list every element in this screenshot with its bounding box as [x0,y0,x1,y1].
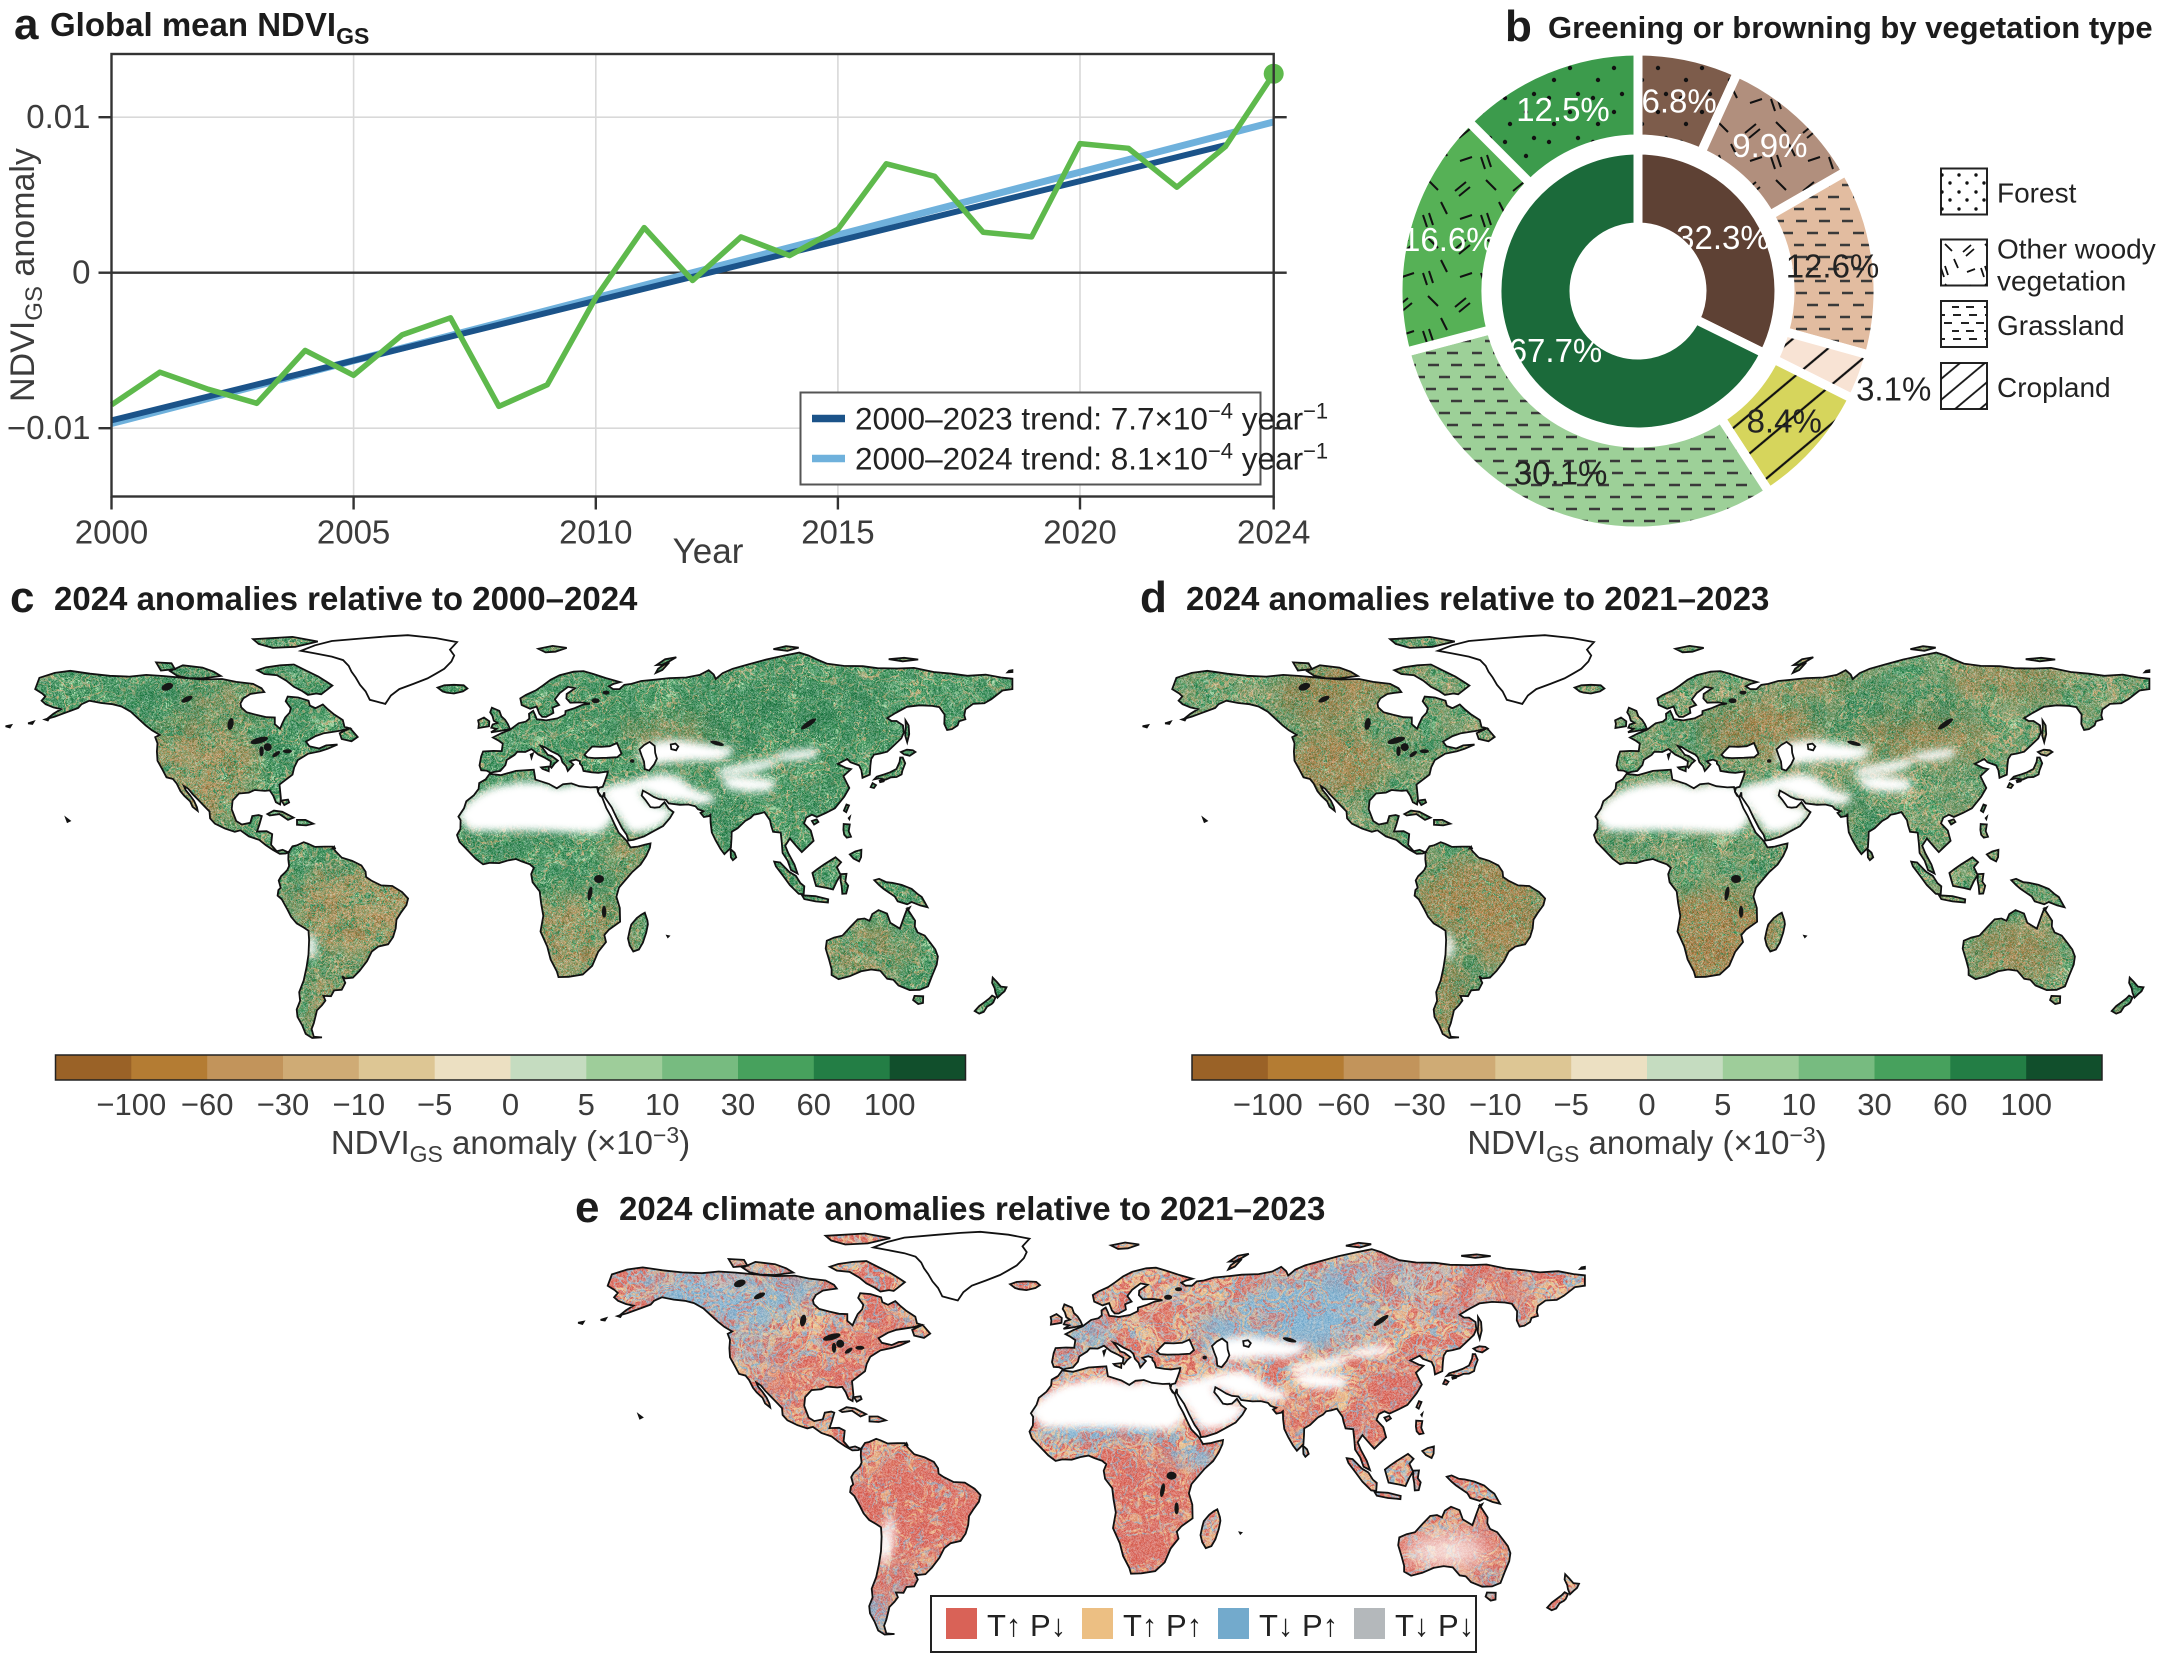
svg-text:30: 30 [1857,1087,1891,1122]
svg-text:vegetation: vegetation [1997,266,2126,297]
svg-text:10: 10 [1781,1087,1815,1122]
svg-text:NDVIGS anomaly (×10−3): NDVIGS anomaly (×10−3) [1467,1122,1826,1167]
svg-text:T↓ P↑: T↓ P↑ [1259,1608,1338,1643]
svg-text:2020: 2020 [1043,514,1116,551]
svg-text:b: b [1505,2,1532,51]
svg-text:100: 100 [864,1087,916,1122]
svg-text:−60: −60 [181,1087,234,1122]
svg-text:Cropland: Cropland [1997,372,2111,403]
svg-text:0: 0 [502,1087,519,1122]
svg-text:67.7%: 67.7% [1509,332,1603,369]
svg-text:2024 climate anomalies relativ: 2024 climate anomalies relative to 2021–… [619,1190,1325,1227]
svg-text:NDVIGS anomaly: NDVIGS anomaly [4,148,48,402]
svg-text:c: c [10,573,34,622]
svg-text:−10: −10 [1469,1087,1522,1122]
svg-text:2005: 2005 [317,514,390,551]
svg-text:2024 anomalies relative to 200: 2024 anomalies relative to 2000–2024 [54,580,638,617]
svg-text:2024: 2024 [1237,514,1310,551]
svg-text:T↑ P↓: T↑ P↓ [987,1608,1066,1643]
svg-text:NDVIGS anomaly (×10−3): NDVIGS anomaly (×10−3) [331,1122,690,1167]
svg-text:5: 5 [1714,1087,1731,1122]
svg-text:Other woody: Other woody [1997,234,2156,265]
svg-text:12.6%: 12.6% [1786,247,1880,284]
svg-text:60: 60 [1933,1087,1967,1122]
svg-text:12.5%: 12.5% [1516,91,1610,128]
svg-text:Forest: Forest [1997,178,2077,209]
svg-text:e: e [575,1183,599,1232]
svg-text:6.8%: 6.8% [1641,82,1716,119]
svg-text:Global mean NDVIGS: Global mean NDVIGS [50,6,369,49]
svg-text:−100: −100 [96,1087,166,1122]
svg-text:T↑ P↑: T↑ P↑ [1123,1608,1202,1643]
svg-text:2024 anomalies relative to 202: 2024 anomalies relative to 2021–2023 [1186,580,1769,617]
svg-text:2000–2023 trend: 7.7×10−4 year: 2000–2023 trend: 7.7×10−4 year−1 [855,399,1328,437]
svg-text:5: 5 [578,1087,595,1122]
svg-text:−0.01: −0.01 [7,409,91,446]
svg-text:T↓ P↓: T↓ P↓ [1395,1608,1474,1643]
svg-text:2000: 2000 [75,514,148,551]
svg-text:30: 30 [721,1087,755,1122]
svg-text:−30: −30 [257,1087,310,1122]
svg-text:2015: 2015 [801,514,874,551]
svg-text:d: d [1140,573,1167,622]
svg-text:Greening or browning by vegeta: Greening or browning by vegetation type [1548,10,2153,45]
svg-text:−5: −5 [1554,1087,1589,1122]
svg-text:0.01: 0.01 [26,98,90,135]
svg-text:2010: 2010 [559,514,632,551]
svg-text:16.6%: 16.6% [1402,221,1496,258]
svg-text:−60: −60 [1317,1087,1370,1122]
svg-text:a: a [14,0,39,49]
svg-text:−10: −10 [333,1087,386,1122]
svg-text:0: 0 [72,254,90,291]
svg-text:Grassland: Grassland [1997,310,2125,341]
svg-text:100: 100 [2000,1087,2052,1122]
svg-text:60: 60 [797,1087,831,1122]
svg-text:10: 10 [645,1087,679,1122]
svg-text:2000–2024 trend: 8.1×10−4 year: 2000–2024 trend: 8.1×10−4 year−1 [855,439,1328,477]
svg-text:−30: −30 [1393,1087,1446,1122]
svg-text:3.1%: 3.1% [1856,371,1931,408]
svg-text:0: 0 [1638,1087,1655,1122]
svg-text:Year: Year [673,532,744,571]
svg-text:9.9%: 9.9% [1732,127,1807,164]
svg-text:8.4%: 8.4% [1747,403,1822,440]
svg-text:−5: −5 [417,1087,452,1122]
svg-text:−100: −100 [1233,1087,1303,1122]
svg-text:32.3%: 32.3% [1676,219,1770,256]
svg-text:30.1%: 30.1% [1514,454,1608,491]
